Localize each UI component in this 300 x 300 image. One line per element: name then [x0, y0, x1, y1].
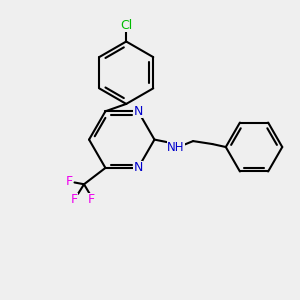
Text: F: F: [70, 193, 78, 206]
Text: F: F: [88, 193, 95, 206]
Text: Cl: Cl: [120, 19, 132, 32]
Text: NH: NH: [167, 141, 184, 154]
Text: N: N: [134, 105, 143, 118]
Text: F: F: [66, 176, 73, 188]
Text: N: N: [134, 161, 143, 174]
